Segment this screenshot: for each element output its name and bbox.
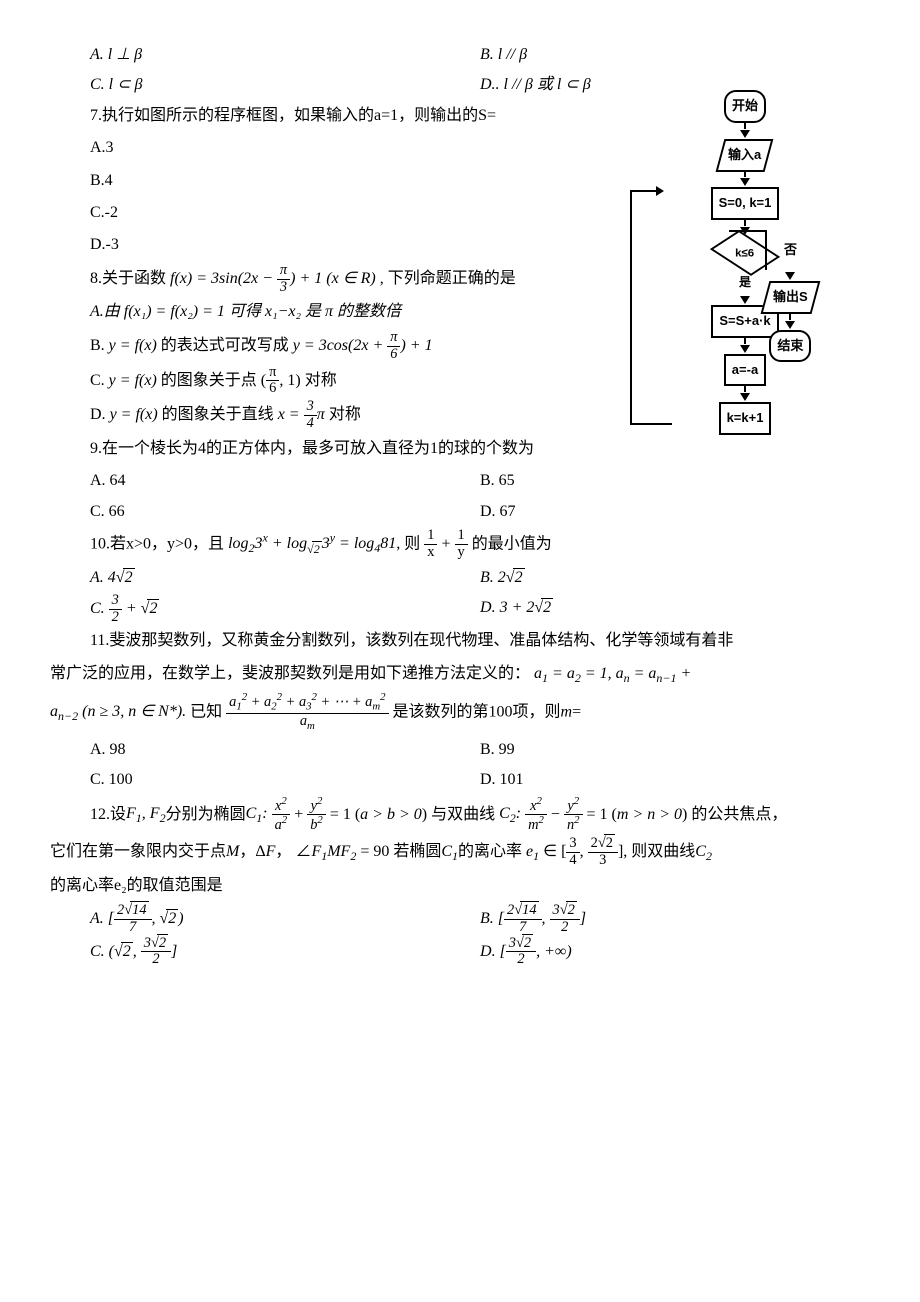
q9-stem: 9.在一个棱长为4的正方体内，最多可放入直径为1的球的个数为 <box>50 434 870 464</box>
flow-start: 开始 <box>724 90 766 123</box>
q11-stem-l3: an−2 (n ≥ 3, n ∈ N*). 已知 a12 + a22 + a32… <box>50 692 870 733</box>
q10-options: A. 42 B. 22 C. 32 + 2 D. 3 + 22 <box>50 563 870 626</box>
q6-opt-c: C. l ⊂ β <box>90 70 480 100</box>
q6-opt-a: A. l ⊥ β <box>90 40 480 70</box>
q12-stem-l1: 12.设F1, F2分别为椭圆C1: x2a2 + y2b2 = 1 (a > … <box>50 796 870 834</box>
q6-opt-b: B. l // β <box>480 40 870 70</box>
flow-step2: a=-a <box>724 354 766 387</box>
q11-opt-d: D. 101 <box>480 765 870 795</box>
flowchart-diagram: 开始 输入a S=0, k=1 k≤6 否 是 S=S+a·k a=-a k=k… <box>650 90 840 435</box>
q11-opt-c: C. 100 <box>90 765 480 795</box>
q11-stem-l1: 11.斐波那契数列，又称黄金分割数列，该数列在现代物理、准晶体结构、化学等领域有… <box>50 626 870 656</box>
flow-input: 输入a <box>716 139 774 172</box>
q9-opt-d: D. 67 <box>480 497 870 527</box>
q12-stem-l2: 它们在第一象限内交于点M，ΔF， ∠F1MF2 = 90 若椭圆C1的离心率 e… <box>50 836 870 869</box>
q10-opt-d: D. 3 + 22 <box>480 593 870 626</box>
q12-opt-c: C. (2, 322] <box>90 936 480 969</box>
q9-opt-b: B. 65 <box>480 466 870 496</box>
q9-options: A. 64 B. 65 C. 66 D. 67 <box>50 466 870 527</box>
q11-options: A. 98 B. 99 C. 100 D. 101 <box>50 735 870 796</box>
q11-opt-a: A. 98 <box>90 735 480 765</box>
q12-options: A. [2147, 2) B. [2147, 322] C. (2, 322] … <box>50 903 870 968</box>
q9-opt-a: A. 64 <box>90 466 480 496</box>
flow-end: 结束 <box>769 330 811 363</box>
q12-stem-l3: 的离心率e₂的取值范围是 <box>50 871 870 901</box>
q11-stem-l2: 常广泛的应用，在数学上，斐波那契数列是用如下递推方法定义的： a1 = a2 =… <box>50 659 870 690</box>
q11-opt-b: B. 99 <box>480 735 870 765</box>
q10-stem: 10.若x>0，y>0，且 log23x + log23y = log481, … <box>50 527 870 561</box>
q12-opt-b: B. [2147, 322] <box>480 903 870 936</box>
q12-opt-d: D. [322, +∞) <box>480 936 870 969</box>
flow-init: S=0, k=1 <box>711 187 780 220</box>
q10-opt-b: B. 22 <box>480 563 870 593</box>
q9-opt-c: C. 66 <box>90 497 480 527</box>
q10-opt-c: C. 32 + 2 <box>90 593 480 626</box>
flow-output: 输出S <box>761 281 820 314</box>
q12-opt-a: A. [2147, 2) <box>90 903 480 936</box>
flow-step3: k=k+1 <box>719 402 772 435</box>
q10-opt-a: A. 42 <box>90 563 480 593</box>
